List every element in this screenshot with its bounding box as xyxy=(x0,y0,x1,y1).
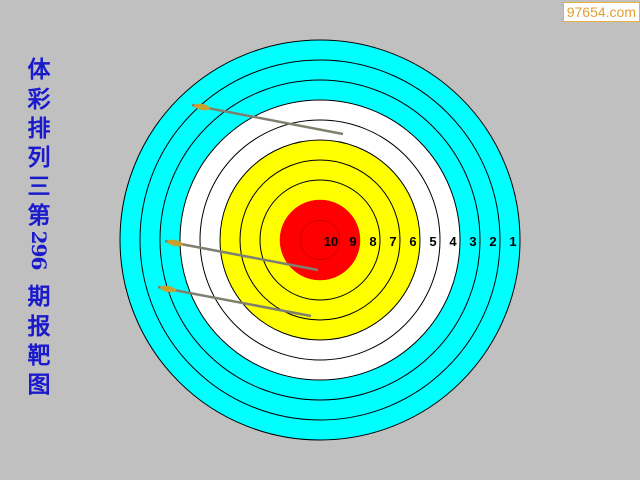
arrow xyxy=(191,103,344,136)
ring-label-2: 2 xyxy=(489,234,496,249)
arrow-fletching-icon xyxy=(194,103,210,111)
title-char: 296 xyxy=(27,230,51,270)
ring-10 xyxy=(299,219,341,261)
arrow xyxy=(164,239,319,272)
title-char: 第 xyxy=(27,202,51,229)
arrow-fletching-icon xyxy=(167,239,183,247)
title-char: 体 xyxy=(27,56,51,83)
ring-label-1: 1 xyxy=(509,234,516,249)
title-char: 靶 xyxy=(27,342,51,369)
ring-label-7: 7 xyxy=(389,234,396,249)
title-char: 排 xyxy=(27,115,51,142)
ring-label-9: 9 xyxy=(349,234,356,249)
title-char: 报 xyxy=(27,313,51,340)
ring-label-8: 8 xyxy=(369,234,376,249)
title-char: 彩 xyxy=(27,86,51,113)
ring-label-4: 4 xyxy=(449,234,457,249)
title-char: 图 xyxy=(27,371,51,398)
title-char: 期 xyxy=(27,283,51,310)
watermark: 97654.com xyxy=(562,2,640,22)
arrow-fletching-icon xyxy=(160,285,176,293)
title-char: 三 xyxy=(27,173,51,200)
ring-label-3: 3 xyxy=(469,234,476,249)
title-char: 列 xyxy=(27,144,51,171)
ring-label-6: 6 xyxy=(409,234,416,249)
arrow xyxy=(157,285,312,318)
ring-label-5: 5 xyxy=(429,234,436,249)
ring-label-10: 10 xyxy=(324,234,338,249)
